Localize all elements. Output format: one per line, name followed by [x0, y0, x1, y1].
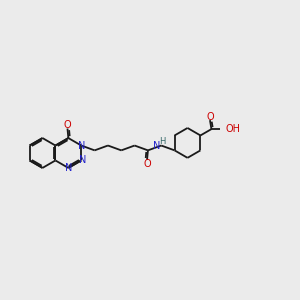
Text: O: O	[143, 158, 151, 169]
Text: N: N	[79, 155, 86, 166]
Text: O: O	[64, 120, 71, 130]
Text: OH: OH	[225, 124, 240, 134]
Text: N: N	[153, 140, 161, 151]
Text: N: N	[65, 163, 72, 173]
Text: H: H	[159, 137, 166, 146]
Text: N: N	[78, 140, 85, 151]
Text: O: O	[206, 112, 214, 122]
